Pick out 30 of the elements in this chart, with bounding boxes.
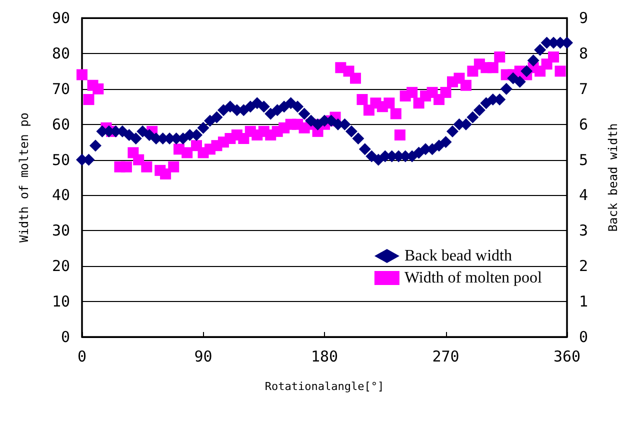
y2-tick-label: 8 <box>579 44 588 62</box>
y2-tick-label: 2 <box>579 257 588 276</box>
legend-label: Back bead width <box>404 248 512 264</box>
y2-tick-label: 3 <box>579 222 588 240</box>
y-tick-label: 70 <box>52 80 70 98</box>
x-axis-title: Rotationalangle[°] <box>264 380 384 393</box>
x-tick-label: 90 <box>194 348 212 366</box>
x-tick-label: 0 <box>77 348 87 366</box>
legend-label: Width of molten pool <box>404 270 543 286</box>
y2-axis-title: Back bead width <box>606 123 620 232</box>
y-tick-label: 50 <box>52 150 70 169</box>
y2-tick-label: 5 <box>579 150 588 169</box>
y2-tick-label: 9 <box>579 9 588 27</box>
y-tick-label: 90 <box>52 9 70 27</box>
y-tick-label: 0 <box>60 328 70 346</box>
x-tick-label: 360 <box>553 348 581 366</box>
y-tick-label: 20 <box>52 257 70 276</box>
x-tick-label: 270 <box>432 348 460 366</box>
y2-tick-label: 0 <box>579 328 588 346</box>
y2-tick-label: 6 <box>579 115 588 134</box>
y-tick-label: 10 <box>52 292 70 311</box>
x-tick-label: 180 <box>310 348 338 366</box>
y-tick-label: 30 <box>52 222 70 240</box>
y2-tick-label: 7 <box>579 80 588 98</box>
y-tick-label: 40 <box>52 186 70 204</box>
y-tick-label: 80 <box>52 44 70 62</box>
y2-tick-label: 1 <box>579 292 588 311</box>
y-tick-label: 60 <box>52 115 70 134</box>
y2-tick-label: 4 <box>579 186 588 204</box>
y-axis-title: Width of molten po <box>17 112 31 243</box>
